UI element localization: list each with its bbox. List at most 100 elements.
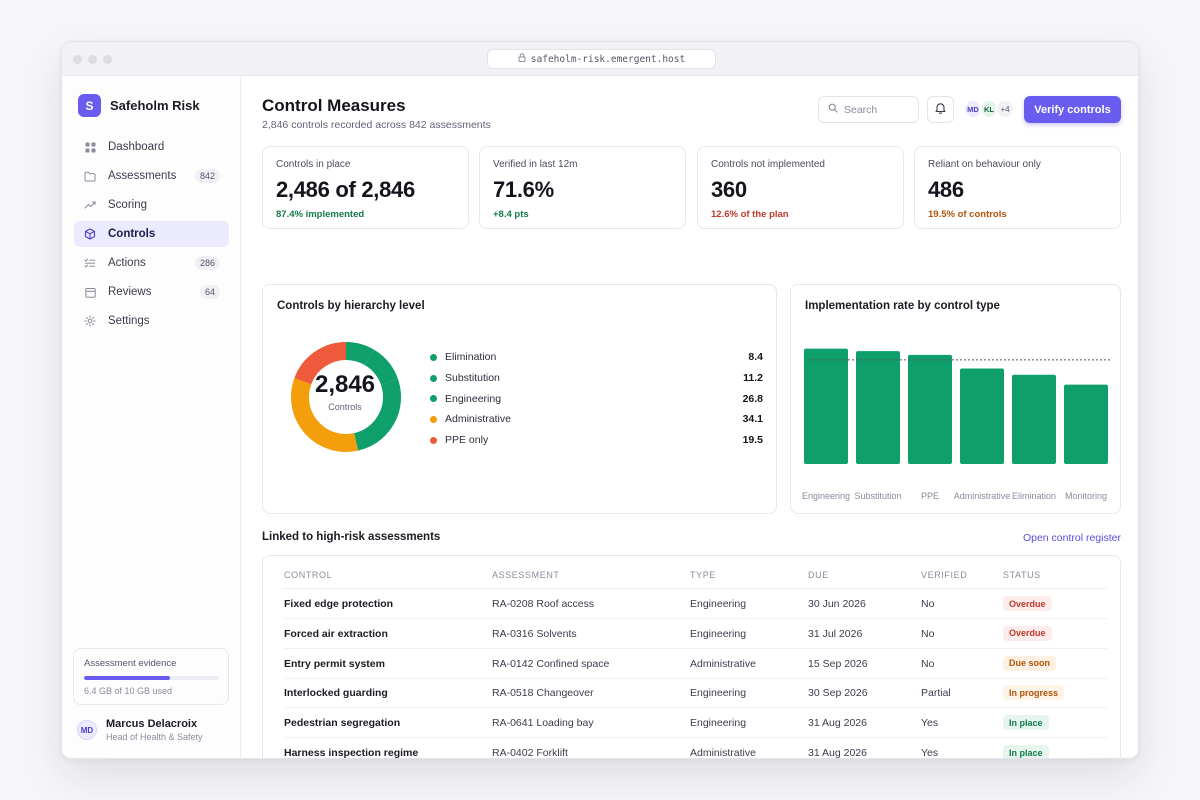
table-row[interactable]: Fixed edge protection RA-0208 Roof access… [284,589,1107,619]
stat-label: Verified in last 12m [493,159,578,170]
bar-elimination[interactable] [1012,374,1056,464]
table-row[interactable]: Interlocked guarding RA-0518 Changeover En… [284,678,1107,709]
cell-due: 30 Jun 2026 [808,598,866,610]
stat-card: Controls not implemented 360 12.6% of the … [697,146,904,229]
x-tick-label: Monitoring [1065,491,1107,501]
table-row[interactable]: Entry permit system RA-0142 Confined spac… [284,649,1107,679]
legend-value: 26.8 [742,392,763,405]
donut-center-value: 2,846 [314,371,376,398]
stat-note: +8.4 pts [493,209,529,220]
cell-due: 30 Sep 2026 [808,687,868,700]
legend-swatch [430,415,437,423]
stat-label: Reliant on behaviour only [928,159,1041,170]
bar-engineering[interactable] [804,348,848,464]
sidebar-item-label: Actions [108,257,146,269]
table-header: CONTROL ASSESSMENT TYPE DUE VERIFIED STATUS [284,569,1107,589]
cell-due: 31 Aug 2026 [808,717,867,730]
sidebar-item-label: Scoring [108,199,147,211]
cell-type: Engineering [690,687,747,700]
page-title: Control Measures [262,96,406,115]
storage-label: Assessment evidence [84,658,177,669]
main-content: Control Measures 2,846 controls recorded… [242,76,1138,759]
cell-verified: Yes [921,717,939,730]
legend-value: 8.4 [748,351,763,364]
column-header[interactable]: ASSESSMENT [492,570,560,580]
user-role: Head of Health & Safety [106,732,203,742]
search-placeholder: Search [844,103,878,116]
stat-card: Controls in place 2,486 of 2,846 87.4% imp… [262,146,469,229]
brand[interactable]: S Safeholm Risk [78,94,200,117]
checklist-icon [83,256,97,270]
window-dot-minimize[interactable] [88,55,97,64]
sidebar-item-controls[interactable]: Controls [74,221,229,247]
bar-administrative[interactable] [960,368,1004,464]
sidebar-item-assessments[interactable]: Assessments 842 [74,163,229,189]
legend-swatch [430,436,437,444]
column-header[interactable]: CONTROL [284,570,333,580]
search-input[interactable]: Search [818,96,919,123]
cell-verified: Partial [921,687,951,700]
x-tick-label: PPE [921,491,939,501]
column-header[interactable]: TYPE [690,570,716,580]
lock-icon [518,53,526,65]
hierarchy-card-title: Controls by hierarchy level [277,300,425,312]
bar-monitoring[interactable] [1064,384,1108,464]
count-badge: 64 [199,285,220,299]
address-bar[interactable]: safeholm-risk.emergent.host [487,49,716,69]
column-header[interactable]: STATUS [1003,570,1041,580]
column-header[interactable]: VERIFIED [921,570,968,580]
stat-note: 19.5% of controls [928,209,1007,220]
legend-swatch [430,353,437,361]
calendar-icon [83,285,97,299]
stat-value: 71.6% [493,177,554,202]
legend-swatch [430,374,437,382]
sidebar-item-dashboard[interactable]: Dashboard [74,134,229,160]
x-tick-label: Substitution [854,491,901,501]
sidebar-item-reviews[interactable]: Reviews 64 [74,279,229,305]
donut-slice-administrative [291,342,401,452]
status-badge: In place [1003,715,1049,731]
legend-value: 19.5 [742,434,763,447]
avatar: MD [77,720,97,740]
bar-ppe[interactable] [908,354,952,464]
cell-assessment: RA-0316 Solvents [492,627,577,640]
legend-label: PPE only [445,434,489,447]
collaborator-avatars[interactable]: MD KL +4 [963,99,1015,119]
cell-due: 15 Sep 2026 [808,657,868,670]
user-profile[interactable]: MD Marcus Delacroix Head of Health & Saf… [77,718,203,742]
hierarchy-donut-chart [291,342,401,452]
table-row[interactable]: Pedestrian segregation RA-0641 Loading ba… [284,708,1107,739]
legend-label: Elimination [445,351,497,364]
x-tick-label: Administrative [954,491,1011,501]
storage-progress-fill [84,676,171,680]
table-row[interactable]: Harness inspection regime RA-0402 Forklif… [284,738,1107,759]
verify-controls-button[interactable]: Verify controls [1024,96,1121,123]
legend-value: 34.1 [742,413,763,426]
window-dot-close[interactable] [73,55,82,64]
window-dot-maximize[interactable] [103,55,112,64]
implementation-chart-card: Implementation rate by control type Engi… [790,284,1121,514]
table-row[interactable]: Forced air extraction RA-0316 Solvents Eng… [284,619,1107,649]
cell-due: 31 Jul 2026 [808,627,863,640]
user-name: Marcus Delacroix [106,718,198,730]
donut-center-label: Controls [328,402,362,412]
notifications-button[interactable] [927,96,954,123]
sidebar-item-settings[interactable]: Settings [74,308,229,334]
column-header[interactable]: DUE [808,570,829,580]
app-name: Safeholm Risk [110,98,200,113]
cell-verified: No [921,598,935,610]
cell-type: Administrative [690,747,756,759]
open-control-register-link[interactable]: Open control register [1022,532,1121,544]
app-logo: S [78,94,101,117]
sidebar-nav: Dashboard Assessments 842 Scoring Controls Ac… [74,134,229,337]
cell-control: Forced air extraction [284,627,388,640]
trend-icon [83,198,97,212]
cell-assessment: RA-0208 Roof access [492,598,595,610]
x-tick-label: Elimination [1012,491,1056,501]
donut-slice-ppe-only [291,342,401,452]
sidebar-item-actions[interactable]: Actions 286 [74,250,229,276]
hierarchy-card: Controls by hierarchy level 2,846 Contro… [262,284,777,514]
cube-icon [83,227,97,241]
bar-substitution[interactable] [856,351,900,464]
sidebar-item-scoring[interactable]: Scoring [74,192,229,218]
